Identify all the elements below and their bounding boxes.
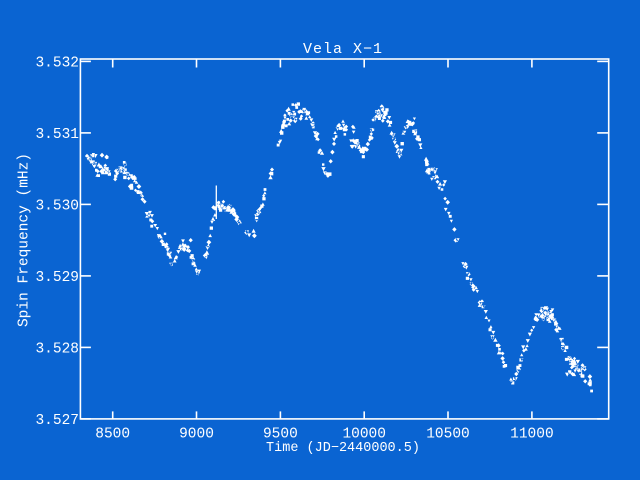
svg-text:3.529: 3.529 [35,270,79,286]
svg-text:3.530: 3.530 [35,199,79,215]
svg-text:10500: 10500 [426,426,470,442]
svg-text:10000: 10000 [342,426,386,442]
svg-text:Vela X−1: Vela X−1 [303,41,383,58]
svg-text:Spin Frequency (mHz): Spin Frequency (mHz) [17,153,33,327]
svg-text:Time (JD−2440000.5): Time (JD−2440000.5) [266,441,420,456]
svg-text:9500: 9500 [263,426,298,442]
svg-text:3.528: 3.528 [35,342,79,358]
svg-text:3.527: 3.527 [35,413,79,429]
svg-text:9000: 9000 [179,426,214,442]
svg-text:11000: 11000 [510,426,554,442]
svg-text:3.532: 3.532 [35,56,79,72]
svg-text:8500: 8500 [95,426,130,442]
svg-text:3.531: 3.531 [35,127,79,143]
